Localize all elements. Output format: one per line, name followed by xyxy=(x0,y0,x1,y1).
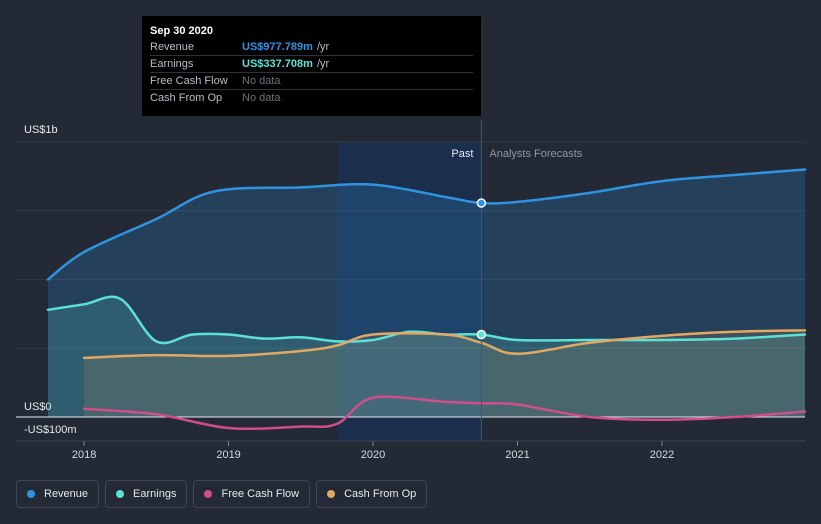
cash-from-op-line xyxy=(82,329,807,360)
tooltip-row-unit: /yr xyxy=(316,41,330,53)
legend-dot-icon xyxy=(116,490,125,498)
legend-label: Earnings xyxy=(133,488,177,500)
tooltip-row-label: Cash From Op xyxy=(150,92,223,104)
x-tick-label: 2020 xyxy=(361,449,385,461)
revenue-line xyxy=(46,168,807,281)
legend-item-free-cash-flow[interactable]: Free Cash Flow xyxy=(193,480,311,508)
x-tick-label: 2021 xyxy=(505,449,529,461)
tooltip-row: Cash From Op No data xyxy=(150,89,473,106)
legend-dot-icon xyxy=(327,490,336,498)
cash-from-op-area xyxy=(84,330,806,417)
free-cash-flow-line xyxy=(82,395,807,431)
tooltip-row-value: US$977.789m xyxy=(242,41,313,53)
tooltip-row: Revenue US$977.789m/yr xyxy=(150,39,473,55)
tooltip-row-value: No data xyxy=(242,75,281,87)
x-tick-label: 2022 xyxy=(650,449,674,461)
earnings-marker xyxy=(476,329,487,340)
legend-item-earnings[interactable]: Earnings xyxy=(105,480,188,508)
legend-item-revenue[interactable]: Revenue xyxy=(16,480,100,508)
markers xyxy=(476,198,487,340)
legend-dot-icon xyxy=(27,490,35,498)
legend-label: Cash From Op xyxy=(344,488,417,500)
x-axis: 2018 2019 2020 2021 2022 xyxy=(16,440,805,461)
x-tick-label: 2019 xyxy=(216,449,240,461)
y-label-top: US$1b xyxy=(24,124,58,136)
legend-label: Revenue xyxy=(44,488,89,500)
earnings-area xyxy=(48,296,805,417)
y-label-zero: US$0 xyxy=(24,401,52,413)
series-lines xyxy=(46,168,807,431)
tooltip: Sep 30 2020 Revenue US$977.789m/yr Earning… xyxy=(142,16,481,116)
tooltip-row-label: Revenue xyxy=(150,41,195,53)
revenue-marker xyxy=(476,198,487,208)
legend: Revenue Earnings Free Cash Flow Cash From O… xyxy=(16,480,428,508)
highlight-period xyxy=(337,142,481,441)
legend-dot-icon xyxy=(204,490,213,498)
tooltip-rows: Revenue US$977.789m/yr Earnings US$337.708m… xyxy=(150,39,473,106)
tooltip-row: Earnings US$337.708m/yr xyxy=(150,55,473,72)
tooltip-row-label: Free Cash Flow xyxy=(150,75,228,87)
tooltip-row: Free Cash Flow No data xyxy=(150,72,473,89)
legend-label: Free Cash Flow xyxy=(221,488,300,500)
tooltip-row-value: No data xyxy=(242,92,281,104)
tooltip-row-value: US$337.708m xyxy=(242,58,313,70)
x-tick-label: 2018 xyxy=(72,449,96,461)
tooltip-row-label: Earnings xyxy=(150,58,194,70)
legend-item-cash-from-op[interactable]: Cash From Op xyxy=(316,480,428,508)
tooltip-row-unit: /yr xyxy=(316,58,330,70)
y-label-bottom: -US$100m xyxy=(24,424,77,436)
gridlines xyxy=(16,141,805,349)
tooltip-date: Sep 30 2020 xyxy=(150,25,213,37)
past-label: Past xyxy=(451,148,473,160)
forecast-label: Analysts Forecasts xyxy=(489,148,582,160)
